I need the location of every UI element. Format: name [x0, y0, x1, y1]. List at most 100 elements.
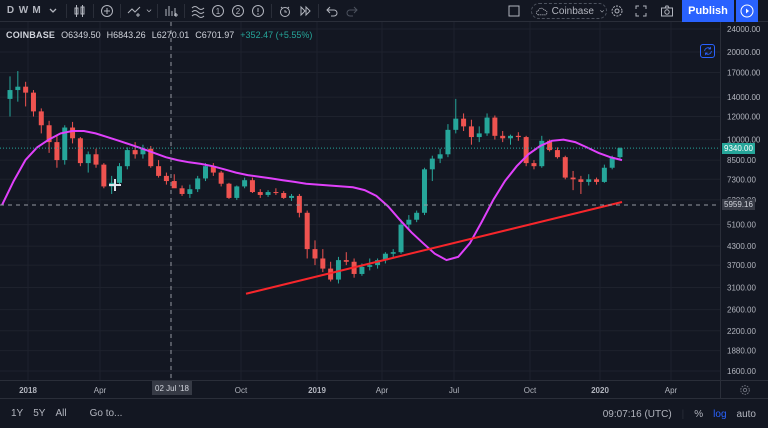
- redo-icon[interactable]: [342, 0, 362, 22]
- replay-icon[interactable]: [275, 0, 295, 22]
- top-toolbar: D W M 1 2 Coinbase Publish: [0, 0, 768, 22]
- interval-d-button[interactable]: D: [6, 5, 15, 16]
- add-icon[interactable]: [97, 0, 117, 22]
- svg-text:1: 1: [216, 7, 221, 16]
- gear-icon: [739, 384, 750, 395]
- price-tick-label: 4300.00: [727, 242, 756, 251]
- one-icon[interactable]: 1: [208, 0, 228, 22]
- legend-symbol[interactable]: COINBASE: [6, 30, 56, 40]
- percent-toggle[interactable]: %: [694, 408, 704, 420]
- cloud-icon: [536, 7, 548, 15]
- object-tree-button[interactable]: [700, 44, 715, 58]
- candle-body: [116, 166, 122, 183]
- candle-body: [523, 137, 529, 164]
- bar-replay-icon[interactable]: [295, 0, 315, 22]
- candle-body: [367, 265, 373, 267]
- divider: |: [681, 408, 685, 420]
- compare-icon[interactable]: [124, 0, 144, 22]
- bottom-bar-right: 09:07:16 (UTC) | % log auto: [603, 399, 768, 428]
- candle-body: [547, 140, 553, 151]
- candle-body: [296, 195, 302, 213]
- price-tick-label: 20000.00: [727, 48, 761, 57]
- chart-pane[interactable]: [0, 22, 720, 380]
- time-tick-label: Apr: [94, 386, 107, 395]
- layout-name: Coinbase: [551, 5, 594, 17]
- fullscreen-icon[interactable]: [504, 0, 524, 22]
- candle-body: [515, 135, 521, 138]
- publish-menu-button[interactable]: [736, 0, 758, 22]
- candle-body: [179, 188, 185, 194]
- candle-body: [601, 167, 607, 182]
- time-tick-label: Apr: [665, 386, 678, 395]
- candle-body: [406, 219, 412, 225]
- candle-body: [226, 183, 232, 198]
- symbol-legend: COINBASE O6349.50 H6843.26 L6270.01 C670…: [6, 30, 312, 40]
- alert-icon[interactable]: [248, 0, 268, 22]
- axis-settings-button[interactable]: [720, 380, 768, 398]
- legend-low: L6270.01: [151, 30, 190, 40]
- price-tick-label: 2200.00: [727, 327, 756, 336]
- time-tick-label: Apr: [376, 386, 389, 395]
- templates-icon[interactable]: [188, 0, 208, 22]
- interval-w-button[interactable]: W: [18, 5, 29, 16]
- auto-toggle[interactable]: auto: [736, 408, 756, 420]
- candle-body: [15, 86, 21, 91]
- goto-button[interactable]: Go to...: [89, 408, 123, 419]
- candle-body: [249, 180, 255, 193]
- chevron-down-icon[interactable]: [144, 0, 154, 22]
- candle-body: [156, 166, 162, 176]
- candle-body: [421, 169, 427, 213]
- time-axis-ticks: 2018AprJulOct2019AprJulOct2020Apr: [19, 386, 678, 395]
- range-all-button[interactable]: All: [55, 408, 67, 419]
- candle-body: [359, 266, 365, 274]
- candle-body: [492, 117, 498, 136]
- price-tick-label: 1600.00: [727, 367, 756, 376]
- candle-body: [265, 192, 271, 195]
- candles-icon[interactable]: [70, 0, 90, 22]
- indicators-icon[interactable]: [161, 0, 181, 22]
- interval-m-button[interactable]: M: [32, 5, 41, 16]
- snapshot-icon[interactable]: [657, 0, 677, 22]
- expand-icon[interactable]: [631, 0, 651, 22]
- candle-body: [77, 138, 83, 164]
- candle-body: [304, 212, 310, 250]
- candle-body: [218, 172, 224, 184]
- candle-body: [343, 260, 349, 262]
- price-chart[interactable]: [0, 22, 720, 380]
- price-tick-label: 3100.00: [727, 283, 756, 292]
- candle-body: [562, 157, 568, 178]
- two-icon[interactable]: 2: [228, 0, 248, 22]
- log-toggle[interactable]: log: [713, 408, 727, 420]
- candle-body: [500, 135, 506, 139]
- candle-body: [445, 129, 451, 155]
- legend-high: H6843.26: [106, 30, 146, 40]
- crosshair-price-label: 5959.16: [722, 199, 755, 211]
- range-5y-button[interactable]: 5Y: [33, 408, 46, 419]
- candle-body: [586, 179, 592, 182]
- time-axis[interactable]: 2018AprJulOct2019AprJulOct2020Apr: [0, 380, 720, 398]
- toolbar-divider: [120, 3, 121, 18]
- candle-body: [429, 158, 435, 170]
- clock[interactable]: 09:07:16 (UTC): [602, 408, 672, 420]
- interval-dropdown-icon[interactable]: [43, 0, 63, 22]
- moving-average-line[interactable]: [1, 130, 623, 262]
- candle-body: [320, 258, 326, 269]
- candle-body: [30, 92, 36, 112]
- price-tick-label: 7300.00: [727, 175, 756, 184]
- publish-button[interactable]: Publish: [682, 0, 734, 22]
- time-tick-label: 2018: [19, 386, 37, 395]
- candle-body: [382, 253, 388, 261]
- toolbar-divider: [157, 3, 158, 18]
- price-tick-label: 8500.00: [727, 156, 756, 165]
- undo-icon[interactable]: [322, 0, 342, 22]
- candle-body: [484, 117, 490, 134]
- candle-body: [163, 175, 169, 182]
- time-tick-label: 2020: [591, 386, 609, 395]
- layout-select[interactable]: Coinbase: [531, 3, 607, 19]
- legend-change: +352.47 (+5.55%): [240, 30, 313, 40]
- candle-body: [7, 90, 13, 99]
- settings-icon[interactable]: [607, 0, 627, 22]
- range-1y-button[interactable]: 1Y: [11, 408, 24, 419]
- trendline[interactable]: [245, 201, 623, 295]
- candle-body: [468, 126, 474, 138]
